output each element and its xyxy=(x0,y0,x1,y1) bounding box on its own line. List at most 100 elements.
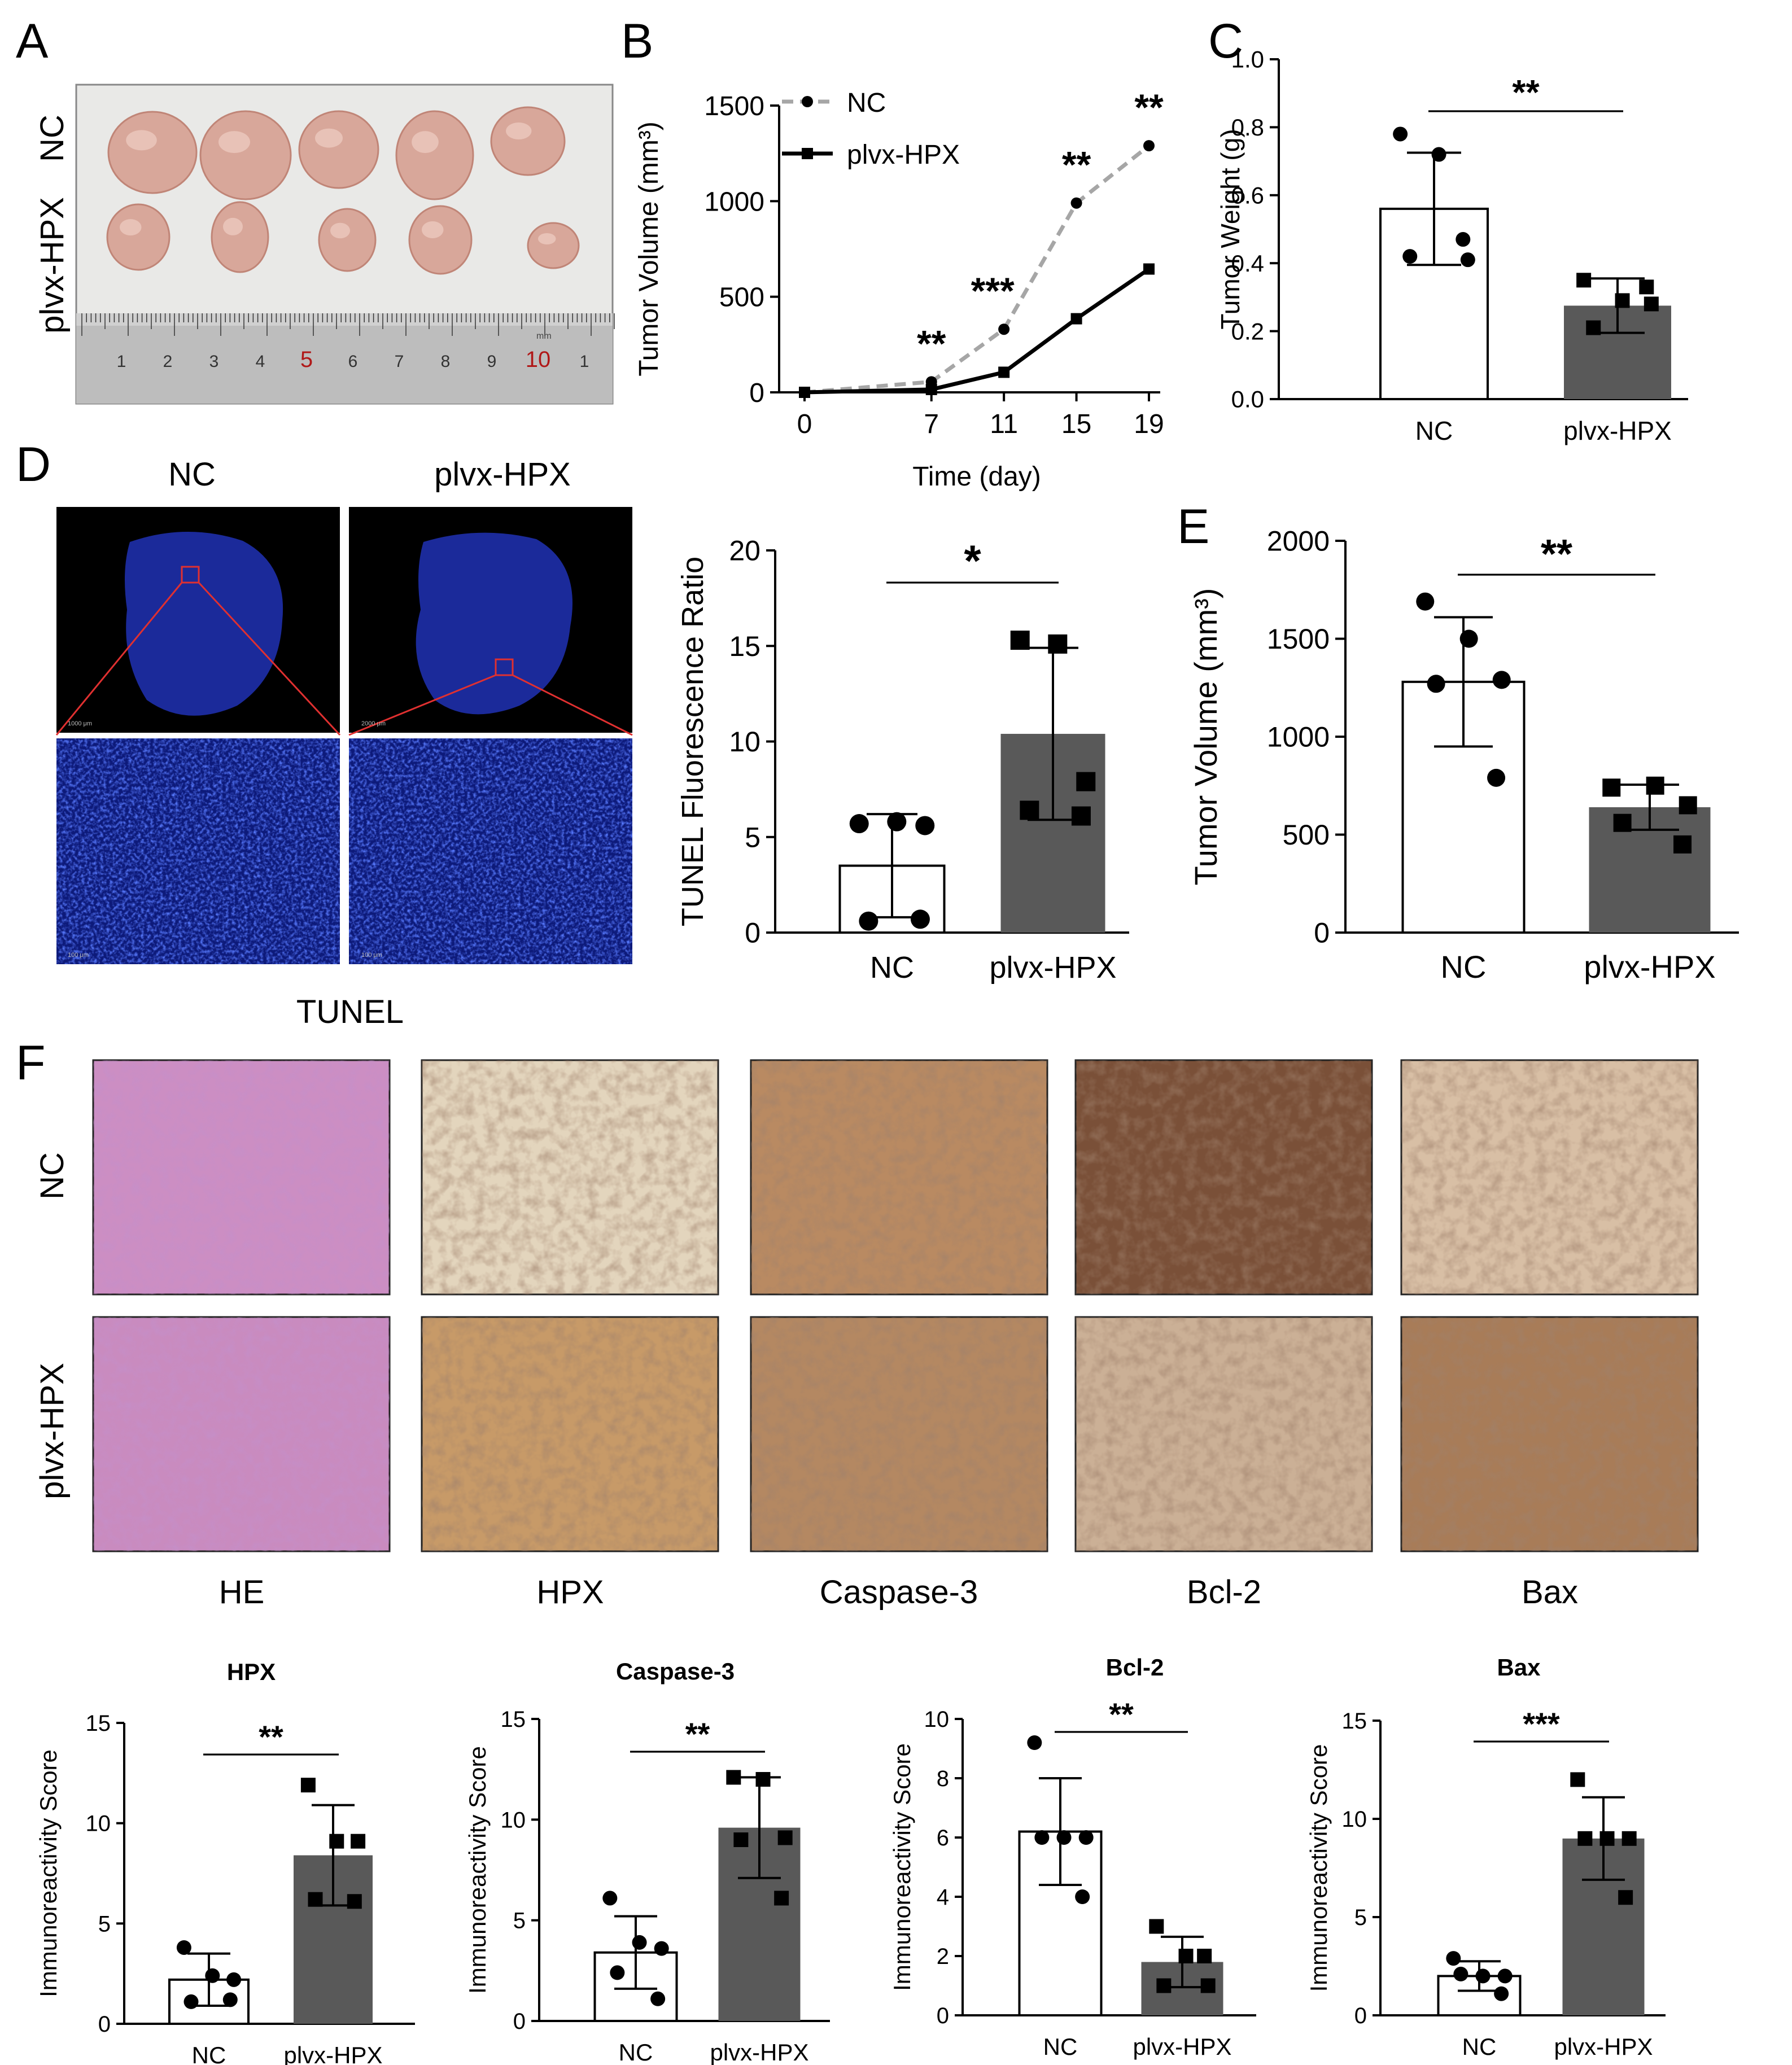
data-point xyxy=(1076,772,1096,791)
data-point xyxy=(998,366,1010,378)
category-label: NC xyxy=(192,2042,226,2065)
histology-texture xyxy=(1076,1317,1372,1551)
data-point xyxy=(1602,778,1621,797)
histology-col-label: Bcl-2 xyxy=(1187,1574,1261,1611)
data-point xyxy=(925,383,937,395)
y-tick-label: 5 xyxy=(1354,1905,1367,1930)
y-tick-label: 0 xyxy=(1354,2003,1367,2028)
data-point xyxy=(1078,1830,1094,1845)
chart-title: HPX xyxy=(227,1659,276,1685)
significance-label: * xyxy=(964,536,981,585)
panel-letter-d: D xyxy=(16,438,51,492)
data-point xyxy=(351,1834,366,1849)
tumor-highlight xyxy=(538,233,556,244)
data-point xyxy=(300,1778,316,1793)
data-point xyxy=(654,1941,669,1956)
histology-texture xyxy=(751,1317,1047,1551)
data-point xyxy=(1639,279,1654,295)
tunel-scale-2: 2000 μm xyxy=(361,720,386,727)
panel-d-col-hpx: plvx-HPX xyxy=(434,456,571,493)
tumor xyxy=(408,205,473,275)
tunel-section-nc xyxy=(125,531,283,716)
data-point xyxy=(915,816,935,835)
y-tick-label: 0.8 xyxy=(1231,114,1264,141)
y-tick-label: 0 xyxy=(513,2009,526,2034)
y-tick-label: 1000 xyxy=(1267,721,1330,753)
data-point xyxy=(1497,1968,1513,1984)
significance-label: ** xyxy=(1512,73,1540,112)
x-tick-label: 15 xyxy=(1061,409,1091,439)
category-label: NC xyxy=(1043,2033,1078,2060)
x-axis-label: Time (day) xyxy=(912,462,1041,492)
histology-col-label: HPX xyxy=(536,1574,604,1611)
y-tick-label: 1.0 xyxy=(1231,46,1264,73)
y-axis-label: Tumor Volume (mm³) xyxy=(634,121,664,377)
significance-label: ** xyxy=(917,322,946,364)
data-point xyxy=(1197,1949,1212,1963)
tunel-scale-4: 100 μm xyxy=(361,952,382,959)
data-point xyxy=(1494,1986,1509,2001)
ruler-number: 9 xyxy=(487,352,497,371)
significance-label: ** xyxy=(1541,532,1572,577)
y-tick-label: 15 xyxy=(86,1711,111,1736)
chart-F-Bcl-2: 0 2 4 6 8 10 Immunoreactivity Score Bcl-2 NC plvx… xyxy=(889,1654,1256,2060)
y-tick-label: 6 xyxy=(937,1826,949,1850)
data-point xyxy=(1402,249,1418,264)
x-tick-label: 0 xyxy=(797,409,812,439)
data-point xyxy=(1673,835,1692,854)
tumor xyxy=(107,111,198,194)
data-point xyxy=(755,1772,771,1787)
x-tick-label: 7 xyxy=(924,409,939,439)
histology-col-label: Bax xyxy=(1522,1574,1578,1611)
data-point xyxy=(1613,813,1632,832)
chart-F-HPX: 0 5 10 15 Immunoreactivity Score HPX NC plvx-HP… xyxy=(35,1659,415,2065)
chart-title: Bcl-2 xyxy=(1106,1654,1164,1681)
data-point xyxy=(1460,252,1475,268)
data-point xyxy=(226,1972,242,1987)
category-label: plvx-HPX xyxy=(989,951,1116,985)
category-label: plvx-HPX xyxy=(1133,2033,1231,2060)
y-tick-label: 1000 xyxy=(704,187,764,217)
chart-F-Bax: 0 5 10 15 Immunoreactivity Score Bax NC plvx-HP… xyxy=(1305,1654,1666,2060)
data-point xyxy=(1577,1831,1593,1846)
data-point xyxy=(1149,1919,1164,1934)
histology-col-label: Caspase-3 xyxy=(820,1574,978,1611)
data-point xyxy=(1492,671,1511,689)
data-point xyxy=(1156,1978,1172,1993)
data-point xyxy=(733,1832,749,1847)
ruler-ticks xyxy=(81,313,615,336)
tumor xyxy=(318,208,377,272)
y-tick-label: 0.0 xyxy=(1231,386,1264,413)
tumor-highlight xyxy=(330,222,350,239)
data-point xyxy=(726,1770,741,1785)
series-line-0 xyxy=(804,144,1151,395)
chart-E: 0 500 1000 1500 2000 Tumor Volume (mm³) NC plvx… xyxy=(1188,526,1739,985)
y-tick-label: 0 xyxy=(749,378,764,408)
y-tick-label: 0.4 xyxy=(1231,250,1264,277)
ruler-number: 7 xyxy=(395,352,404,371)
significance-label: *** xyxy=(1523,1706,1560,1742)
significance-label: *** xyxy=(971,270,1015,312)
significance-label: ** xyxy=(1062,144,1091,186)
data-point xyxy=(774,1891,789,1906)
y-tick-label: 1500 xyxy=(1267,623,1330,655)
chart-title: Caspase-3 xyxy=(616,1658,735,1685)
data-point xyxy=(1048,634,1068,654)
data-point xyxy=(1475,1968,1491,1984)
ruler-number: 4 xyxy=(256,352,265,371)
histology-texture xyxy=(1401,1317,1698,1551)
y-axis-label: Tumor Volume (mm³) xyxy=(1188,588,1223,886)
data-point xyxy=(1034,1830,1050,1845)
data-point xyxy=(1010,631,1030,650)
y-tick-label: 4 xyxy=(937,1885,949,1910)
tumor xyxy=(211,201,269,273)
data-point xyxy=(308,1892,323,1907)
panel-a-row-nc: NC xyxy=(34,115,71,162)
data-point xyxy=(1679,796,1697,815)
category-label: plvx-HPX xyxy=(283,2042,382,2065)
ruler-number: 10 xyxy=(526,347,551,372)
tumor-highlight xyxy=(120,219,142,236)
y-tick-label: 8 xyxy=(937,1766,949,1791)
y-tick-label: 10 xyxy=(729,726,760,758)
